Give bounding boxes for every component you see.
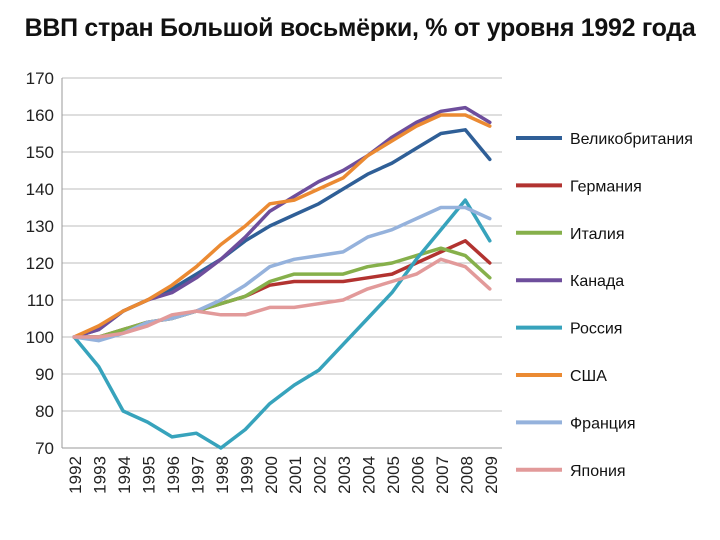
legend-label-8: Япония <box>570 463 626 480</box>
series-line-2 <box>72 239 492 339</box>
x-axis-tick-labels: 1992 1993 1994 1995 1996 1997 1998 1999 2000 2001… <box>66 456 501 494</box>
x-tick-label-1999: 1999 <box>237 456 256 494</box>
series-lines <box>72 105 492 450</box>
y-tick-label-160: 160 <box>26 106 54 125</box>
y-tick-label-90: 90 <box>35 365 54 384</box>
x-tick-label-2001: 2001 <box>286 456 305 494</box>
x-tick-label-2006: 2006 <box>408 456 427 494</box>
legend-label-5: Россия <box>570 321 622 338</box>
legend-label-7: Франция <box>570 415 636 432</box>
y-tick-label-140: 140 <box>26 180 54 199</box>
x-tick-label-1997: 1997 <box>188 456 207 494</box>
legend-label-2: Германия <box>570 178 642 195</box>
y-tick-label-100: 100 <box>26 328 54 347</box>
x-tick-label-1992: 1992 <box>66 456 85 494</box>
x-tick-label-1993: 1993 <box>91 456 110 494</box>
x-tick-label-2000: 2000 <box>262 456 281 494</box>
chart-title: ВВП стран Большой восьмёрки, % от уровня… <box>24 14 696 42</box>
x-tick-label-2004: 2004 <box>360 456 379 494</box>
x-tick-label-1996: 1996 <box>164 456 183 494</box>
y-tick-label-130: 130 <box>26 217 54 236</box>
x-tick-label-2007: 2007 <box>433 456 452 494</box>
x-tick-label-1994: 1994 <box>115 456 134 494</box>
x-tick-label-2003: 2003 <box>335 456 354 494</box>
y-tick-label-170: 170 <box>26 69 54 88</box>
legend: Великобритания Германия Италия Канада Россия… <box>516 131 693 480</box>
y-tick-label-80: 80 <box>35 402 54 421</box>
legend-label-6: США <box>570 368 607 385</box>
series-line-8 <box>72 257 492 339</box>
y-axis-tick-labels: 70 80 90 100 110 120 130 140 150 160 170 <box>26 69 54 458</box>
legend-label-1: Великобритания <box>570 131 693 148</box>
y-tick-label-70: 70 <box>35 439 54 458</box>
x-tick-label-1995: 1995 <box>140 456 159 494</box>
x-tick-label-2002: 2002 <box>311 456 330 494</box>
x-tick-label-1998: 1998 <box>213 456 232 494</box>
y-tick-label-120: 120 <box>26 254 54 273</box>
x-tick-label-2008: 2008 <box>457 456 476 494</box>
series-line-5 <box>72 198 492 450</box>
legend-label-4: Канада <box>570 273 624 290</box>
y-tick-label-110: 110 <box>27 291 54 310</box>
y-tick-label-150: 150 <box>26 143 54 162</box>
series-line-7 <box>72 205 492 343</box>
x-tick-label-2009: 2009 <box>482 456 501 494</box>
series-line-6 <box>72 113 492 339</box>
x-tick-label-2005: 2005 <box>384 456 403 494</box>
legend-label-3: Италия <box>570 226 624 243</box>
